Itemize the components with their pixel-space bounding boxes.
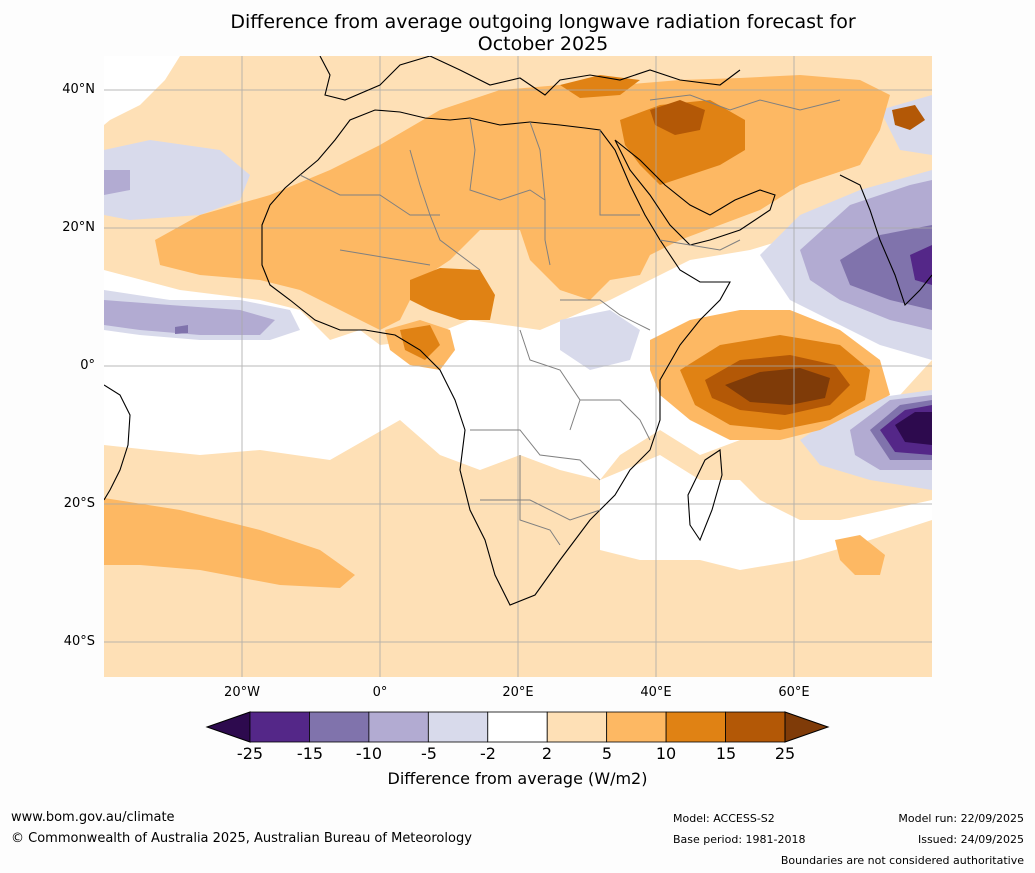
colorbar-tick: -15 — [296, 744, 324, 763]
border-segment-2 — [409, 149, 481, 271]
footer-copyright: © Commonwealth of Australia 2025, Austra… — [11, 831, 472, 846]
colorbar — [205, 711, 830, 743]
colorbar-box — [427, 711, 489, 743]
positive-anomaly-brown-iran — [650, 100, 705, 135]
colorbar-box — [606, 711, 667, 743]
colorbar-box — [546, 711, 608, 743]
colorbar-tick: 5 — [601, 744, 613, 763]
positive-anomaly-dark-orange-sahel — [410, 268, 495, 320]
border-segment-3 — [469, 117, 546, 201]
footer-website[interactable]: www.bom.gov.au/climate — [11, 810, 175, 825]
footer-base-period: Base period: 1981-2018 — [673, 833, 806, 846]
colorbar-tick: -25 — [236, 744, 264, 763]
colorbar-box — [368, 711, 429, 743]
colorbar-box — [665, 711, 726, 743]
coastline-india — [839, 174, 932, 307]
colorbar-tick: 25 — [774, 744, 796, 763]
colorbar-tick: -10 — [355, 744, 383, 763]
border-segment-4 — [529, 121, 551, 266]
gridlines — [104, 56, 932, 677]
title-line-1: Difference from average outgoing longwav… — [230, 11, 856, 33]
border-segment-13 — [560, 299, 651, 331]
country-borders — [299, 94, 841, 546]
lat-label-40s: 40°S — [63, 634, 95, 649]
border-segment-14 — [480, 499, 601, 521]
positive-anomaly-peak-horn — [725, 368, 830, 405]
colorbar-tick: -5 — [421, 744, 437, 763]
lon-label-60e: 60°E — [778, 685, 810, 700]
colorbar-extend-min — [205, 711, 251, 743]
footer-model: Model: ACCESS-S2 — [673, 812, 775, 825]
colorbar-extend-max — [784, 711, 830, 743]
border-segment-5 — [599, 130, 640, 216]
lon-label-40e: 40°E — [640, 685, 672, 700]
coastlines — [104, 56, 932, 606]
positive-anomaly-dark-orange-arabia — [620, 100, 745, 185]
positive-anomaly-brown-china — [892, 105, 925, 130]
coastline-south-america — [104, 384, 131, 501]
border-segment-10 — [580, 399, 651, 441]
chart-title: Difference from average outgoing longwav… — [0, 11, 1035, 55]
border-segment-11 — [659, 239, 741, 251]
footer-model-run: Model run: 22/09/2025 — [898, 812, 1024, 825]
colorbar-tick: 15 — [715, 744, 737, 763]
border-segment-9 — [519, 455, 561, 546]
coastline-africa — [261, 109, 731, 606]
lat-label-0: 0° — [80, 358, 95, 373]
negative-anomaly-deep-gulf — [175, 325, 188, 334]
border-segment-6 — [339, 249, 431, 266]
border-segment-7 — [519, 329, 581, 431]
border-segment-8 — [470, 429, 601, 481]
negative-anomaly-deep-india — [840, 225, 932, 310]
colorbar-box — [487, 711, 548, 743]
positive-anomaly-dark-orange-cameroon — [400, 325, 440, 360]
lat-label-20s: 20°S — [63, 496, 95, 511]
lon-label-20w: 20°W — [224, 685, 260, 700]
title-line-2: October 2025 — [477, 33, 609, 55]
positive-anomaly-dark-orange-north — [560, 75, 640, 98]
colorbar-box — [309, 711, 370, 743]
colorbar-label: Difference from average (W/m2) — [387, 769, 648, 788]
negative-anomaly-lilac-atlantic — [104, 140, 250, 220]
colorbar-box — [725, 711, 786, 743]
lon-label-20e: 20°E — [502, 685, 534, 700]
coastline-madagascar — [687, 449, 723, 542]
negative-anomaly-purple-gulf — [104, 300, 275, 335]
lat-label-40n: 40°N — [62, 82, 95, 97]
negative-anomaly-extreme-southern-indian — [895, 412, 932, 445]
coastline-europe-north — [319, 56, 431, 101]
negative-anomaly-strong-india — [910, 245, 932, 285]
colorbar-tick: 10 — [655, 744, 677, 763]
footer-issued: Issued: 24/09/2025 — [917, 833, 1024, 846]
colorbar-box — [249, 711, 310, 743]
colorbar-tick: 2 — [541, 744, 553, 763]
negative-anomaly-lilac-congo — [560, 310, 640, 370]
colorbar-tick: -2 — [480, 744, 496, 763]
lon-label-0: 0° — [372, 685, 388, 700]
positive-anomaly-orange-south-indian — [835, 535, 885, 575]
border-segment-1 — [299, 174, 440, 216]
lat-label-20n: 20°N — [62, 220, 95, 235]
negative-anomaly-purple-west-atlantic — [104, 170, 130, 195]
positive-anomaly-orange-south-atlantic — [104, 498, 355, 588]
border-segment-12 — [649, 94, 841, 111]
coastline-arabia — [614, 139, 776, 246]
footer-boundaries-note: Boundaries are not considered authoritat… — [780, 854, 1024, 867]
coastline-mediterranean-north — [429, 56, 741, 96]
